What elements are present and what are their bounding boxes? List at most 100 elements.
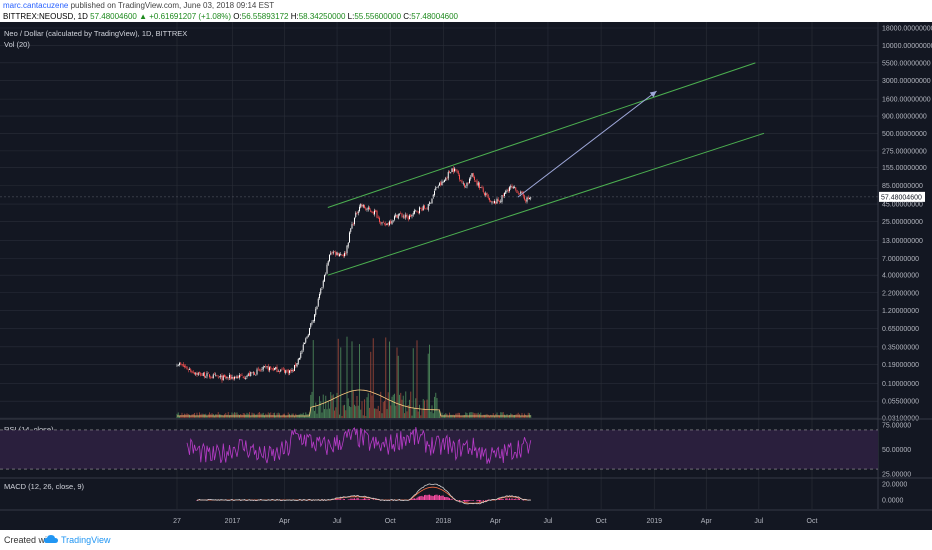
- macd-histogram-bar: [431, 495, 433, 500]
- candle-body: [301, 350, 303, 353]
- candle-body: [461, 180, 463, 183]
- candle-body: [365, 208, 367, 210]
- candle-body: [417, 211, 419, 213]
- volume-ma-line: [177, 389, 531, 417]
- volume-bar: [227, 412, 229, 418]
- candle-body: [350, 228, 352, 232]
- volume-bar: [190, 415, 192, 418]
- volume-bar: [402, 395, 404, 418]
- volume-bar: [350, 407, 352, 418]
- volume-bar: [412, 348, 414, 418]
- candle-body: [324, 275, 325, 282]
- chart-svg[interactable]: 18000.00000000 10000.00000000 5500.0000000…: [0, 22, 932, 530]
- volume-bar: [487, 414, 489, 418]
- macd-histogram-bar: [507, 499, 509, 500]
- candle-body: [207, 372, 209, 374]
- tradingview-logo-text[interactable]: TradingView: [61, 535, 111, 545]
- candle-body: [445, 178, 447, 181]
- macd-histogram-bar: [512, 499, 514, 500]
- chart-area[interactable]: 18000.00000000 10000.00000000 5500.0000000…: [0, 22, 932, 530]
- macd-histogram-bar: [335, 498, 337, 500]
- volume-bar: [241, 415, 243, 418]
- candle-body: [284, 369, 285, 373]
- macd-histogram-bar: [369, 499, 370, 500]
- candle-body: [304, 342, 305, 345]
- created-with-label: Created with: [4, 535, 55, 545]
- volume-bar: [364, 399, 365, 418]
- candle-body: [219, 376, 220, 378]
- candle-body: [189, 369, 190, 370]
- candle-body: [254, 372, 255, 375]
- candle-body: [370, 210, 372, 212]
- candle-body: [387, 222, 389, 225]
- volume-bar: [310, 394, 312, 418]
- candle-body: [372, 212, 374, 214]
- candle-body: [182, 363, 184, 367]
- candle-body: [509, 187, 510, 192]
- candle-body: [180, 362, 182, 365]
- candle-body: [376, 210, 378, 218]
- volume-bar: [449, 412, 450, 418]
- candle-body: [524, 195, 525, 200]
- volume-bar: [346, 336, 348, 418]
- volume-bar: [467, 415, 469, 418]
- candle-body: [246, 375, 248, 377]
- candle-body: [329, 254, 330, 262]
- candle-body: [290, 369, 292, 372]
- volume-bar: [387, 392, 389, 418]
- candle-body: [379, 217, 380, 222]
- macd-histogram-bar: [355, 499, 357, 500]
- volume-bar: [457, 412, 459, 418]
- candle-body: [419, 207, 420, 214]
- candle-body: [177, 365, 179, 366]
- main-pane-title: Neo / Dollar (calculated by TradingView)…: [4, 29, 187, 38]
- low-value: 55.55600000: [354, 12, 402, 21]
- macd-histogram-bar: [446, 496, 448, 500]
- candle-body: [437, 186, 439, 187]
- volume-bar: [435, 392, 437, 418]
- volume-bar: [491, 415, 493, 418]
- candle-body: [325, 274, 327, 275]
- volume-bar: [480, 412, 482, 418]
- volume-bar: [242, 413, 244, 418]
- candle-body: [380, 222, 382, 224]
- volume-bar: [316, 413, 318, 418]
- volume-bar: [464, 415, 465, 418]
- volume-bar: [356, 396, 358, 418]
- volume-bar: [329, 408, 330, 418]
- volume-bar: [340, 347, 342, 418]
- candle-body: [259, 369, 260, 371]
- candle-body: [427, 204, 429, 210]
- volume-bar: [349, 406, 350, 418]
- volume-bar: [342, 405, 344, 418]
- macd-histogram-bar: [342, 498, 344, 500]
- volume-bar: [405, 391, 407, 418]
- candle-body: [482, 188, 484, 192]
- price-tick-label: 4.00000000: [882, 273, 919, 280]
- symbol-line: BITTREX:NEOUSD, 1D 57.48004600 ▲ +0.6169…: [3, 12, 458, 22]
- candle-body: [265, 365, 267, 367]
- candle-body: [489, 197, 490, 201]
- candle-body: [277, 371, 279, 372]
- candle-body: [394, 216, 395, 220]
- candle-body: [231, 376, 233, 379]
- price-tick-label: 25.00000000: [882, 219, 923, 226]
- author-link[interactable]: marc.cantacuzene: [3, 1, 69, 10]
- price-tick-label: 3000.00000000: [882, 78, 931, 85]
- price-tick-label: 5500.00000000: [882, 60, 931, 67]
- candle-body: [250, 371, 252, 377]
- candle-body: [327, 261, 329, 265]
- candle-body: [480, 187, 482, 188]
- candle-body: [230, 374, 232, 380]
- candle-body: [510, 186, 512, 188]
- candle-body: [501, 195, 503, 202]
- candle-body: [344, 253, 345, 257]
- candle-body: [235, 376, 237, 378]
- volume-bar: [324, 409, 325, 418]
- volume-bar: [410, 391, 412, 418]
- candle-body: [299, 357, 300, 360]
- candle-body: [320, 288, 322, 294]
- candle-body: [515, 187, 517, 190]
- volume-bar: [334, 410, 335, 418]
- candle-body: [435, 187, 437, 191]
